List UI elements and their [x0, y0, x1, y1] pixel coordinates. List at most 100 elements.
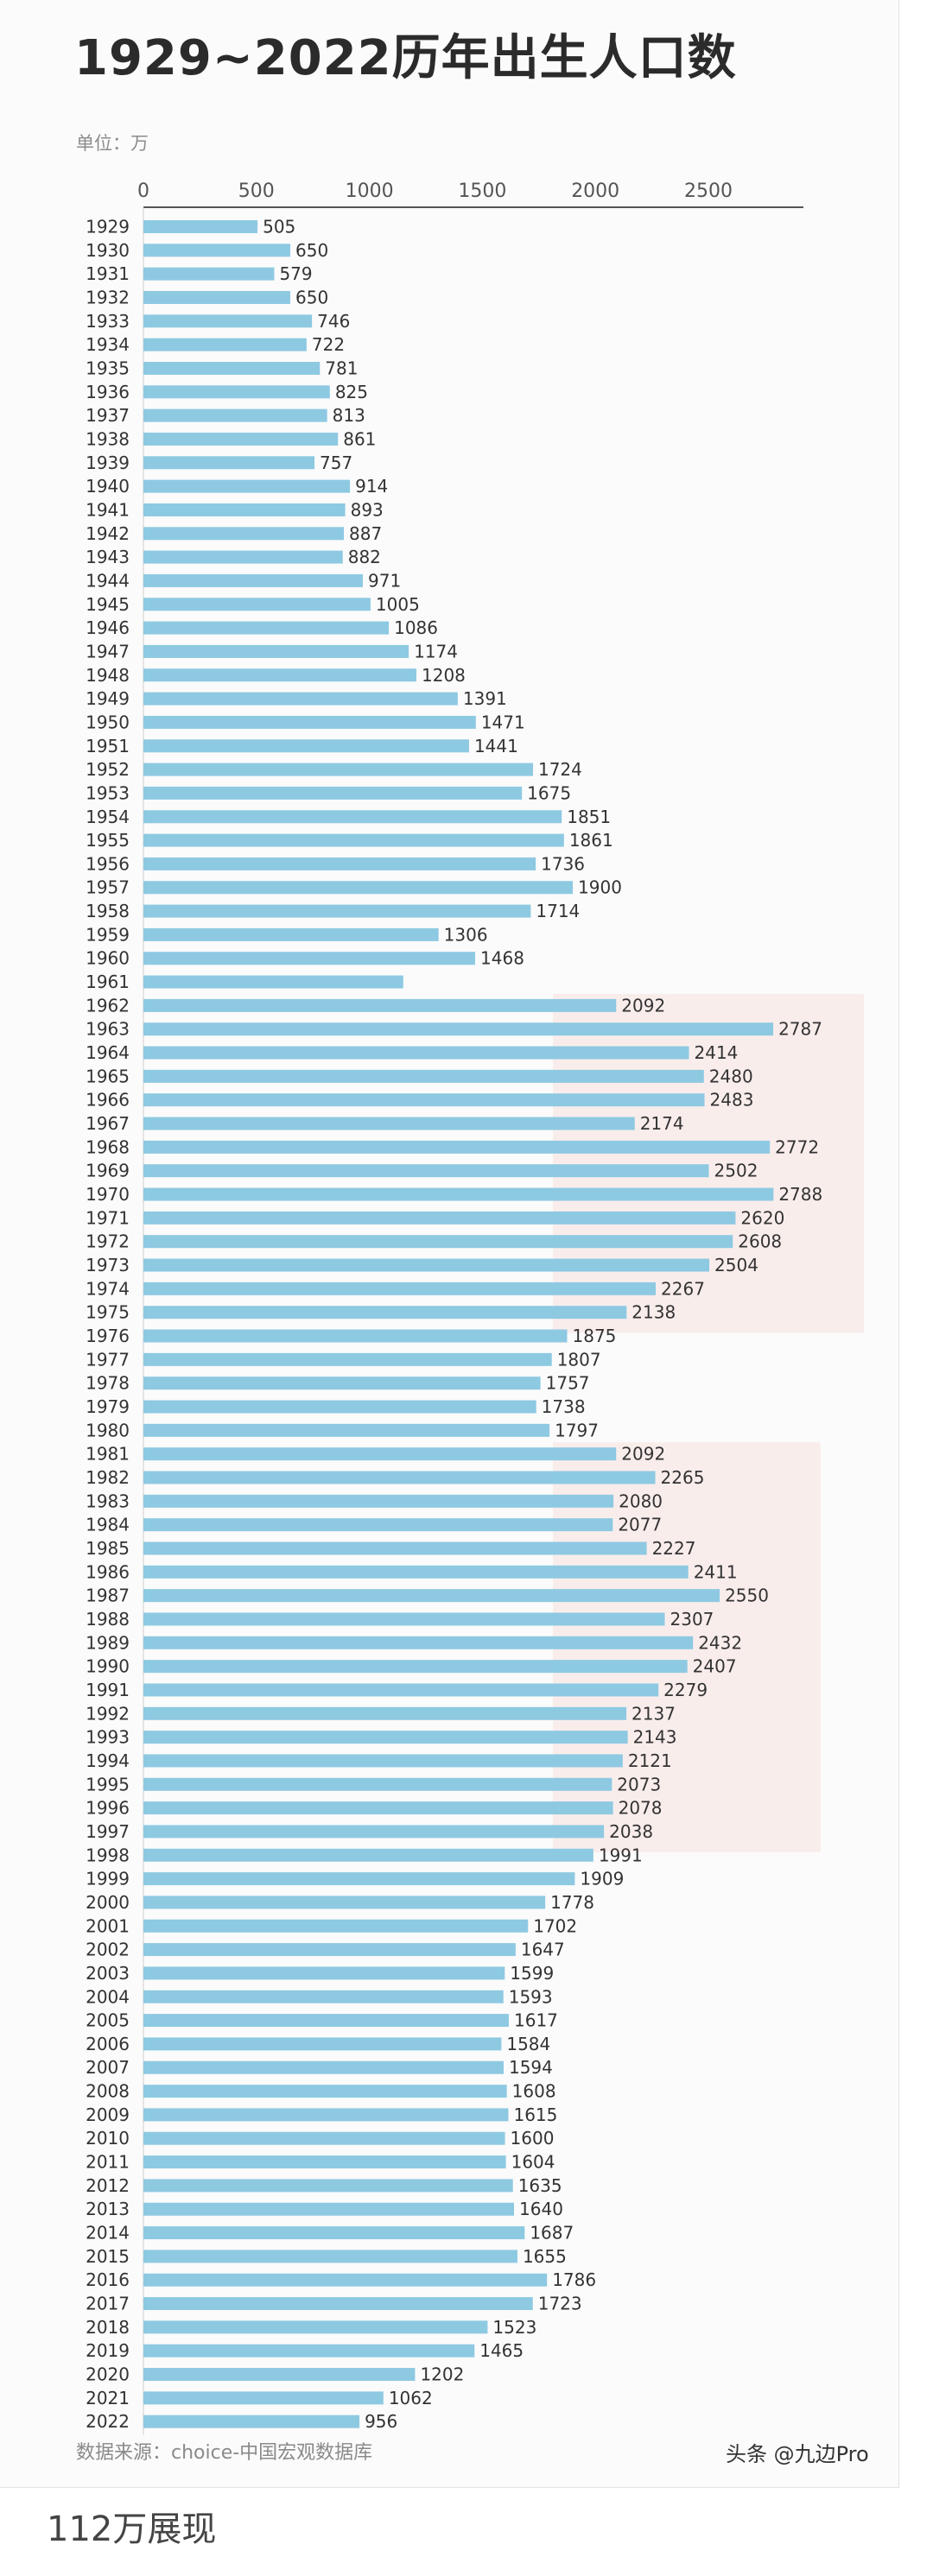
y-tick-label: 1959 [86, 924, 130, 945]
y-tick-label: 2021 [86, 2388, 130, 2408]
data-label: 650 [295, 240, 328, 261]
bar [143, 2368, 416, 2382]
bar [143, 2391, 384, 2405]
bar [143, 1093, 705, 1107]
y-tick-label: 1948 [86, 665, 130, 686]
bar [143, 290, 291, 304]
watermark: 头条 @九边Pro [726, 2442, 869, 2466]
bar [143, 1494, 614, 1508]
y-tick-label: 1984 [86, 1515, 130, 1535]
y-tick-label: 2010 [86, 2128, 130, 2149]
y-tick-label: 1983 [86, 1491, 130, 1511]
y-tick-label: 1991 [86, 1680, 130, 1700]
bar [143, 456, 315, 470]
bar [143, 739, 469, 753]
data-label: 2138 [632, 1302, 676, 1323]
data-label: 505 [263, 217, 295, 237]
bar [143, 1211, 736, 1225]
data-label: 2414 [695, 1042, 739, 1063]
data-label: 1584 [506, 2034, 550, 2054]
data-label: 1687 [530, 2223, 574, 2244]
bar [143, 621, 390, 635]
data-label: 882 [348, 547, 381, 567]
y-tick-label: 1996 [86, 1798, 130, 1819]
data-label: 2227 [652, 1538, 696, 1559]
bar [143, 763, 533, 776]
bar [143, 927, 439, 941]
bar [143, 1377, 541, 1390]
data-label: 971 [368, 570, 401, 591]
data-label: 1306 [444, 924, 488, 945]
data-label: 1647 [521, 1940, 565, 1960]
bar [143, 550, 343, 564]
data-label: 1594 [509, 2057, 553, 2078]
y-tick-label: 1979 [86, 1396, 130, 1417]
data-label: 861 [343, 428, 376, 449]
bar [143, 361, 321, 375]
bar [143, 1046, 689, 1060]
y-tick-label: 1941 [86, 499, 130, 520]
bar [143, 1660, 688, 1674]
data-label: 1724 [538, 759, 582, 780]
bar [143, 2085, 507, 2098]
bar [143, 644, 409, 658]
y-tick-label: 1957 [86, 877, 130, 898]
data-label: 1909 [580, 1869, 624, 1889]
y-tick-label: 1947 [86, 641, 130, 661]
y-tick-label: 1985 [86, 1538, 130, 1559]
bar [143, 1683, 659, 1697]
bar [143, 408, 327, 422]
bar [143, 2250, 517, 2263]
bar [143, 2037, 502, 2051]
y-tick-label: 1951 [86, 736, 130, 756]
unit-label: 单位：万 [76, 133, 149, 154]
y-tick-label: 1960 [86, 948, 130, 969]
bar [143, 1140, 771, 1154]
bar [143, 1706, 627, 1720]
y-tick-label: 1966 [86, 1090, 130, 1111]
bar [143, 527, 345, 541]
data-label: 1600 [511, 2128, 555, 2149]
data-label: 1617 [514, 2010, 558, 2031]
data-label: 781 [325, 358, 358, 378]
data-label: 914 [355, 476, 388, 497]
bar [143, 2415, 360, 2428]
data-label: 2265 [661, 1467, 705, 1488]
y-tick-label: 1942 [86, 523, 130, 544]
y-tick-label: 1944 [86, 570, 130, 591]
x-tick-label: 500 [238, 180, 275, 202]
data-label: 1738 [542, 1396, 586, 1417]
y-tick-label: 1992 [86, 1703, 130, 1724]
bar [143, 1022, 774, 1036]
y-tick-label: 1932 [86, 287, 130, 307]
y-tick-label: 1997 [86, 1821, 130, 1842]
y-tick-label: 1965 [86, 1066, 130, 1086]
y-tick-label: 1993 [86, 1727, 130, 1748]
bar [143, 338, 307, 351]
y-tick-label: 1986 [86, 1561, 130, 1582]
data-label: 2307 [670, 1609, 714, 1630]
data-label: 2787 [778, 1019, 822, 1040]
bar [143, 2297, 533, 2311]
data-label: 1875 [573, 1326, 617, 1346]
data-label: 887 [349, 523, 382, 544]
y-tick-label: 2018 [86, 2317, 130, 2338]
data-label: 2077 [618, 1515, 662, 1535]
data-label: 2432 [698, 1632, 742, 1653]
data-label: 893 [351, 499, 384, 520]
data-label: 1640 [519, 2199, 563, 2219]
y-tick-label: 1935 [86, 358, 130, 378]
y-tick-label: 1982 [86, 1467, 130, 1488]
data-label: 1675 [527, 782, 571, 803]
data-label: 2078 [619, 1798, 663, 1819]
y-tick-label: 2015 [86, 2246, 130, 2267]
y-tick-label: 2014 [86, 2223, 130, 2244]
bar [143, 1258, 710, 1272]
bar [143, 1329, 568, 1343]
bar [143, 2179, 513, 2193]
y-tick-label: 1934 [86, 334, 130, 355]
y-tick-label: 1949 [86, 688, 130, 709]
y-tick-label: 1990 [86, 1656, 130, 1677]
data-label: 1736 [541, 853, 585, 874]
data-label: 2407 [693, 1656, 737, 1677]
